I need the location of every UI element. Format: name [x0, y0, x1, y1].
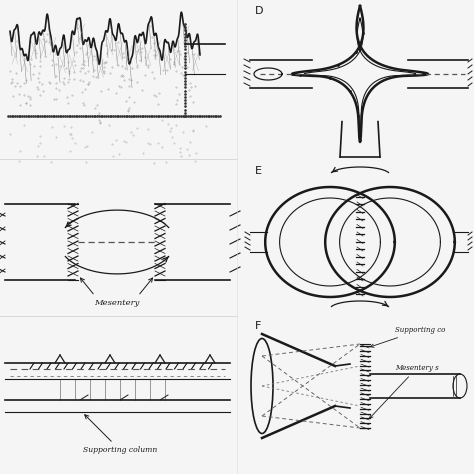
Text: E: E [255, 166, 262, 176]
Text: Supporting column: Supporting column [83, 415, 157, 454]
Text: F: F [255, 321, 261, 331]
Text: Mesentery: Mesentery [94, 299, 140, 307]
Text: Supporting co: Supporting co [371, 326, 446, 347]
Text: Mesentery s: Mesentery s [370, 364, 439, 418]
Text: D: D [255, 6, 264, 16]
